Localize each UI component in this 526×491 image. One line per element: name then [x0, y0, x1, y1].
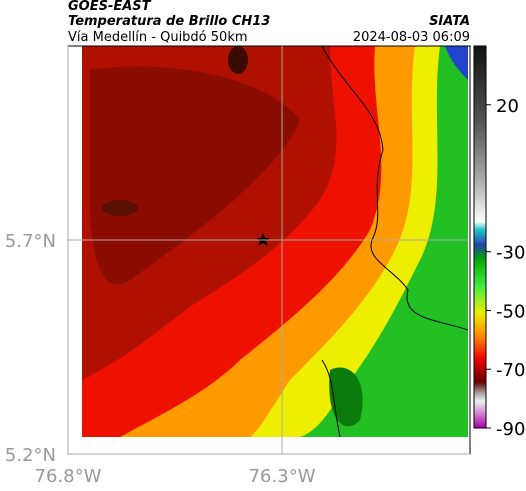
- region: Vía Medellín - Quibdó 50km: [68, 30, 248, 45]
- colorbar-tick-label: -90: [496, 419, 525, 440]
- x-tick-label: 76.8°W: [35, 466, 102, 487]
- colorbar-tick-label: -30: [496, 243, 525, 264]
- title: GOES-EAST: [68, 0, 152, 14]
- y-tick-label: 5.2°N: [5, 445, 56, 466]
- subtitle: Temperatura de Brillo CH13: [68, 14, 270, 29]
- colorbar: [473, 45, 487, 429]
- colorbar-tick-label: -50: [496, 301, 525, 322]
- timestamp: 2024-08-03 06:09: [353, 30, 470, 45]
- satellite-image: [82, 46, 468, 437]
- y-tick-label: 5.7°N: [5, 231, 56, 252]
- colorbar-tick-label: -70: [496, 360, 525, 381]
- header: GOES-EAST Temperatura de Brillo CH13 Vía…: [68, 0, 470, 45]
- colorbar-tick-label: 20: [496, 96, 519, 117]
- x-tick-label: 76.3°W: [249, 466, 316, 487]
- source: SIATA: [429, 14, 470, 29]
